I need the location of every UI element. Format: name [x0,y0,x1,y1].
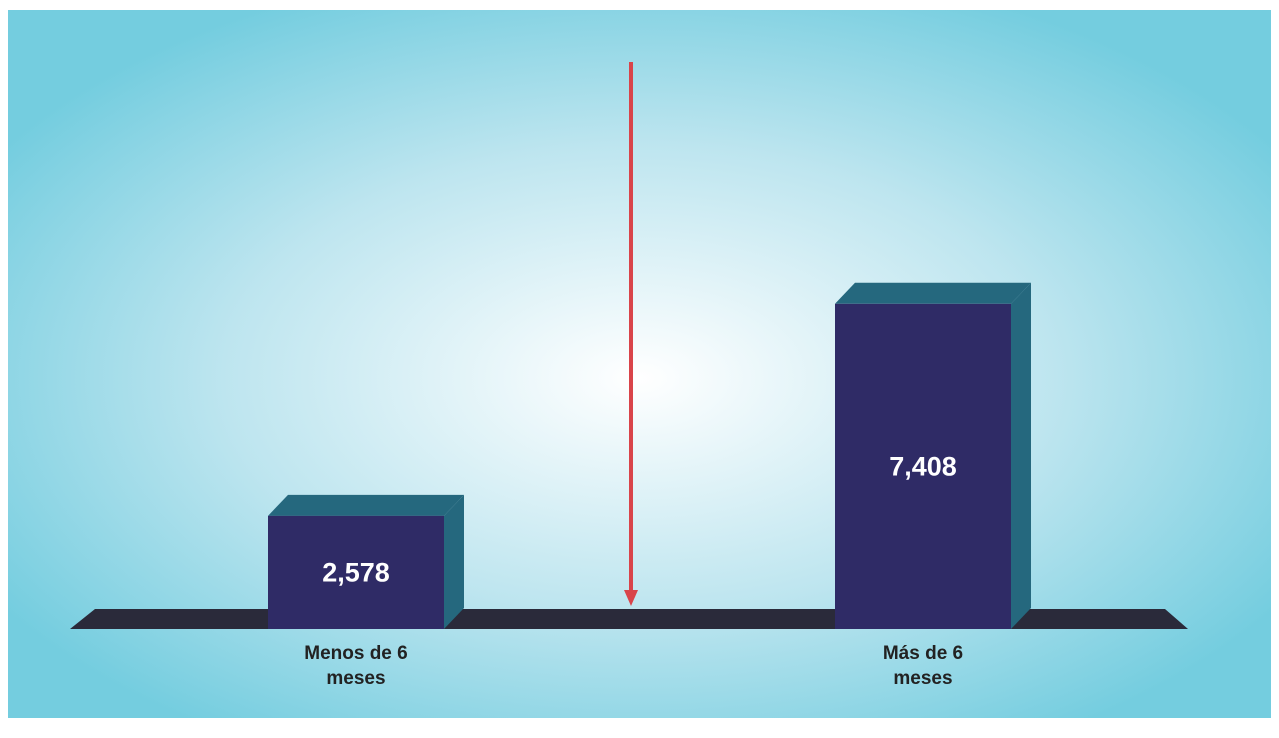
bar-side [444,494,464,629]
value-label: 2,578 [322,557,390,587]
bar [268,515,444,629]
arrow-head [624,590,638,606]
background [8,10,1271,718]
category-label: Menos de 6 meses [304,643,408,689]
bar-top [835,282,1031,304]
value-label: 7,408 [889,451,957,481]
bar-top [268,494,464,516]
bar-side [1011,282,1031,629]
bar [835,303,1011,629]
category-label: Más de 6 meses [882,643,964,689]
